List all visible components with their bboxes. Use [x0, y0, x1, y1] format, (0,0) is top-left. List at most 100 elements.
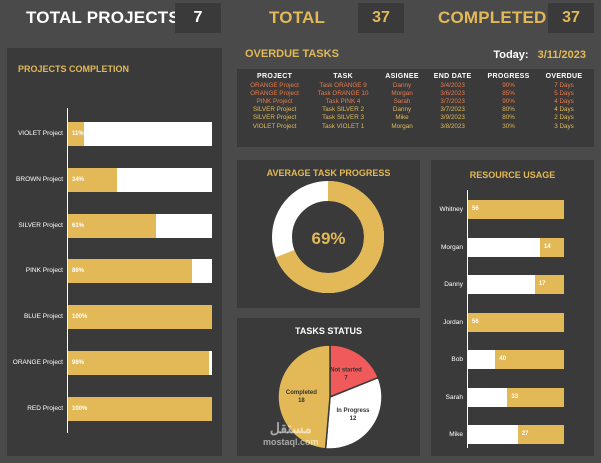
overdue-cell-project: SILVER Project	[252, 114, 297, 122]
resource-bar-value: 33	[511, 393, 519, 400]
overdue-cell-progress: 80%	[502, 106, 515, 114]
resource-bar-fill	[468, 312, 564, 332]
pie-slice	[329, 344, 380, 399]
overdue-cell-end: 3/8/2023	[440, 122, 465, 130]
total-projects-value: 7	[175, 3, 221, 33]
project-bar-value: 86%	[72, 268, 85, 275]
pie-slice	[277, 344, 331, 450]
overdue-cell-assignee: Danny	[392, 81, 412, 89]
project-bar-fill	[68, 305, 212, 330]
project-bar-fill	[68, 259, 192, 284]
overdue-cell-project: PINK Project	[256, 97, 293, 105]
project-bar-label: BROWN Project	[16, 175, 63, 183]
resource-usage-panel: RESOURCE USAGE Whitney 56 Morgan 14 Danny 17 J…	[431, 160, 594, 456]
overdue-column-header: ASIGNEE	[385, 73, 419, 80]
pie-slice-label: Completed	[286, 390, 317, 396]
project-bar-label: BLUE Project	[23, 313, 63, 321]
project-bar-fill	[68, 122, 84, 146]
overdue-row[interactable]: ORANGE Project Task ORANGE 9 Danny 3/4/2023…	[241, 81, 590, 89]
pie-slice-label: In Progress	[336, 408, 370, 414]
resource-bar-track: 14	[468, 237, 564, 257]
resource-bar-value: 56	[472, 318, 479, 325]
resource-bar-fill	[507, 387, 564, 407]
project-bar-label: PINK Project	[25, 267, 63, 275]
overdue-table: PROJECT TASK ASIGNEE END DATE PROGRESS OVERDU…	[241, 72, 590, 130]
watermark-logo: مستقل	[269, 420, 312, 436]
overdue-cell-assignee: Mike	[395, 114, 409, 122]
tasks-status-pie: Not started 7 In Progress 12 Completed 18	[277, 344, 383, 450]
projects-completion-panel: PROJECTS COMPLETION VIOLET Project 11% BRO…	[7, 48, 222, 456]
resource-bar-value: 14	[544, 243, 551, 250]
avg-progress-value: 69%	[311, 229, 346, 248]
overdue-row[interactable]: SILVER Project Task SILVER 2 Danny 3/7/2023…	[241, 106, 590, 114]
overdue-cell-project: ORANGE Project	[250, 89, 299, 97]
resource-bar-track: 56	[468, 312, 564, 332]
overdue-cell-progress: 90%	[502, 97, 515, 105]
today-value: 3/11/2023	[537, 49, 586, 61]
project-bar-track: 100%	[68, 305, 212, 330]
overdue-column-header: OVERDUE	[545, 73, 583, 80]
overdue-column-header: TASK	[333, 73, 353, 80]
pie-slice-value: 18	[298, 398, 305, 404]
overdue-cell-overdue: 4 Days	[554, 106, 574, 114]
tasks-status-title: TASKS STATUS	[295, 326, 362, 336]
resource-bar-label: Mike	[449, 431, 463, 438]
overdue-row[interactable]: VIOLET Project Task VIOLET 1 Morgan 3/8/202…	[241, 122, 590, 130]
overdue-cell-overdue: 7 Days	[554, 81, 574, 89]
project-bar-value: 100%	[72, 405, 88, 412]
project-bar-track: 86%	[68, 259, 212, 284]
overdue-cell-task: Task VIOLET 1	[321, 122, 365, 130]
overdue-row[interactable]: SILVER Project Task SILVER 3 Mike 3/9/2023 8…	[241, 114, 590, 122]
kpi-header: TOTAL PROJECTS 7 TOTAL 37 COMPLETED 37	[0, 0, 601, 40]
overdue-cell-end: 3/7/2023	[440, 97, 465, 105]
overdue-cell-assignee: Morgan	[391, 89, 413, 97]
watermark: مستقل mostaql.com	[263, 420, 319, 447]
resource-bar-value: 17	[538, 281, 546, 287]
overdue-column-header: PROJECT	[257, 73, 293, 80]
avg-progress-donut	[272, 181, 384, 293]
project-bar-fill	[68, 351, 210, 375]
overdue-cell-assignee: Morgan	[391, 122, 413, 130]
pie-slice-value: 12	[350, 416, 357, 422]
overdue-cell-end: 3/4/2023	[440, 81, 465, 89]
overdue-cell-assignee: Danny	[392, 106, 412, 114]
overdue-table-wrap: PROJECT TASK ASIGNEE END DATE PROGRESS OVERDU…	[237, 69, 594, 147]
overdue-cell-end: 3/6/2023	[440, 89, 465, 97]
project-bar-track: 98%	[68, 351, 212, 375]
completed-value: 37	[548, 3, 594, 33]
resource-bar-fill	[540, 237, 564, 257]
overdue-cell-assignee: Sarah	[393, 97, 411, 105]
resource-bar-label: Danny	[444, 281, 463, 288]
donut-progress	[272, 181, 384, 293]
project-bar-value: 61%	[72, 222, 85, 229]
resource-bar-value: 40	[499, 356, 507, 362]
completed-label: COMPLETED	[438, 8, 547, 27]
resource-bar-track: 40	[468, 350, 564, 369]
resource-bar-label: Whitney	[439, 206, 463, 213]
project-bar-track: 61%	[68, 213, 212, 238]
resource-bar-track: 33	[468, 387, 564, 407]
overdue-row[interactable]: ORANGE Project Task ORANGE 10 Morgan 3/6/20…	[241, 89, 590, 97]
overdue-cell-task: Task SILVER 2	[322, 106, 365, 114]
overdue-cell-overdue: 5 Days	[554, 89, 574, 97]
resource-bar-label: Sarah	[445, 393, 463, 401]
overdue-column-header: PROGRESS	[487, 73, 530, 80]
resource-bar-label: Morgan	[440, 243, 463, 251]
overdue-cell-project: ORANGE Project	[250, 81, 299, 89]
overdue-cell-task: Task ORANGE 9	[319, 81, 367, 89]
project-bar-value: 100%	[72, 314, 88, 321]
overdue-title: OVERDUE TASKS	[245, 48, 339, 60]
resource-bar-fill	[495, 350, 564, 369]
total-label: TOTAL	[269, 8, 326, 27]
project-bar-track: 11%	[68, 122, 212, 146]
resource-axis-line	[467, 190, 468, 448]
project-bar-fill	[68, 396, 212, 421]
overdue-cell-overdue: 3 Days	[554, 122, 574, 130]
overdue-cell-end: 3/7/2023	[440, 106, 465, 114]
project-bar-track: 100%	[68, 396, 212, 421]
watermark-text: mostaql.com	[263, 437, 319, 447]
avg-progress-panel: AVERAGE TASK PROGRESS 69%	[237, 160, 420, 308]
resource-bar-fill	[534, 275, 564, 294]
project-bar-fill	[68, 213, 156, 238]
overdue-row[interactable]: PINK Project Task PINK 4 Sarah 3/7/2023 90% 4…	[241, 97, 590, 105]
